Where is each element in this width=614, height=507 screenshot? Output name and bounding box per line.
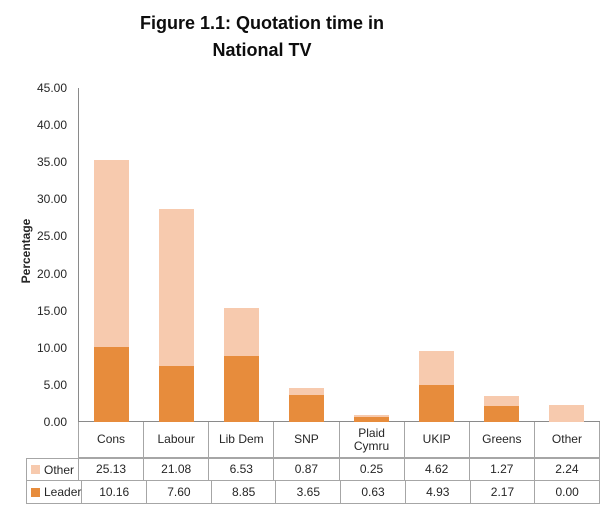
legend-swatch-leader xyxy=(31,487,40,497)
table-value-leader-other: 0.00 xyxy=(555,484,579,499)
y-tick-label-35.00: 35.00 xyxy=(36,155,67,170)
bar-segment-leader-cons xyxy=(94,346,129,422)
y-tick-label-45.00: 45.00 xyxy=(36,81,67,95)
table-value-leader-plaid-cymru: 0.63 xyxy=(341,481,406,503)
table-value-other-other: 2.24 xyxy=(555,462,579,476)
table-header-cell-plaid-cymru: Plaid Cymru xyxy=(340,422,405,457)
bar-segment-leader-greens xyxy=(484,405,519,422)
legend-label-leader: Leader xyxy=(44,485,82,499)
y-tick-label-40.00: 40.00 xyxy=(36,118,67,133)
x-axis-line xyxy=(78,421,600,422)
y-tick-label-0.00: 0.00 xyxy=(43,415,67,429)
table-header-cell-labour: Labour xyxy=(144,422,210,457)
legend-swatch-other xyxy=(31,465,40,474)
table-value-leader-greens: 2.17 xyxy=(471,481,536,503)
table-value-other-greens: 1.27 xyxy=(470,459,535,480)
table-value-leader-snp: 3.65 xyxy=(276,481,342,503)
data-table-row-leader: Leader 10.16 7.60 8.85 3.65 0.63 4.93 2.17 0.00 xyxy=(26,480,600,504)
table-value-other-labour: 21.08 xyxy=(144,459,210,480)
bar-segment-leader-plaid-cymru xyxy=(354,417,389,422)
y-tick-label-25.00: 25.00 xyxy=(36,229,67,244)
table-header-cell-ukip: UKIP xyxy=(405,422,470,457)
table-value-leader-labour: 7.60 xyxy=(147,481,212,503)
chart-title-line1: Figure 1.1: Quotation time in xyxy=(139,13,384,33)
legend-label-other: Other xyxy=(44,462,75,477)
y-tick-label-30.00: 30.00 xyxy=(36,192,67,207)
table-header-cell-cons: Cons xyxy=(79,422,145,457)
table-value-leader-cons: 10.16 xyxy=(82,481,148,503)
table-header-cell-other: Other xyxy=(551,432,582,446)
bar-segment-other-other xyxy=(549,405,584,422)
bar-segment-other-plaid-cymru xyxy=(354,415,389,418)
bar-segment-other-ukip xyxy=(419,351,454,386)
legend-cell-other: Other xyxy=(27,459,79,480)
chart-title-line2: National TV xyxy=(212,40,312,60)
bar-segment-other-greens xyxy=(484,396,519,406)
bar-segment-leader-lib-dem xyxy=(224,356,259,422)
table-value-leader-lib-dem: 8.85 xyxy=(212,481,277,503)
y-tick-label-5.00: 5.00 xyxy=(43,377,67,392)
table-value-other-ukip: 4.62 xyxy=(405,459,470,480)
table-value-other-plaid-cymru: 0.25 xyxy=(340,459,405,480)
bar-segment-other-snp xyxy=(289,388,324,395)
table-header-cell-snp: SNP xyxy=(274,422,340,457)
table-value-other-lib-dem: 6.53 xyxy=(209,459,275,480)
data-table-row-other: Other 25.13 21.08 6.53 0.87 0.25 4.62 1.27 2.24 xyxy=(26,458,600,481)
table-value-leader-ukip: 4.93 xyxy=(406,481,471,503)
bar-segment-leader-labour xyxy=(159,365,194,422)
data-table-header-row: Cons Labour Lib Dem SNP Plaid Cymru UKIP Green… xyxy=(78,422,600,458)
bar-segment-other-labour xyxy=(159,209,194,366)
bar-segment-leader-snp xyxy=(289,394,324,422)
table-header-cell-lib-dem: Lib Dem xyxy=(209,422,275,457)
chart-title: Figure 1.1: Quotation time in National T… xyxy=(0,10,524,64)
table-value-other-snp: 0.87 xyxy=(274,459,340,480)
table-value-other-cons: 25.13 xyxy=(79,459,145,480)
y-axis-line xyxy=(78,88,79,422)
bar-segment-leader-ukip xyxy=(419,385,454,422)
table-header-cell-greens: Greens xyxy=(470,422,535,457)
bar-segment-other-cons xyxy=(94,160,129,347)
y-tick-label-20.00: 20.00 xyxy=(36,266,67,281)
y-tick-label-10.00: 10.00 xyxy=(36,340,67,355)
legend-cell-leader: Leader xyxy=(27,481,83,503)
bar-segment-other-lib-dem xyxy=(224,307,259,357)
y-tick-label-15.00: 15.00 xyxy=(36,303,67,318)
